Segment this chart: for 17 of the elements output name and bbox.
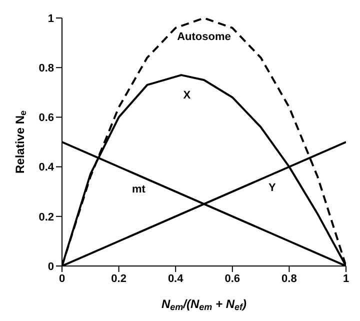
y-tick-label: 0.2: [38, 211, 54, 224]
x-tick-label: 0: [58, 272, 66, 285]
series-label: X: [183, 89, 192, 102]
x-tick-label: 1: [342, 272, 350, 285]
y-tick-label: 0.6: [38, 112, 54, 124]
series-label: Autosome: [177, 31, 231, 43]
x-tick-label: 0.4: [168, 272, 184, 285]
x-axis-title: N$_{em}$/(N$_{em}$ + N$_{ef}$): [161, 297, 247, 312]
x-tick-label: 0.6: [224, 272, 240, 285]
y-tick-label: 0: [48, 260, 54, 273]
x-tick-label: 0.2: [111, 272, 126, 285]
x-tick-label: 0.8: [282, 272, 297, 285]
series-label: Y: [268, 182, 276, 194]
y-tick-label: 0.8: [38, 62, 54, 75]
y-tick-label: 1: [48, 12, 54, 25]
y-tick-label: 0.4: [38, 162, 55, 174]
series-label: mt: [132, 183, 146, 196]
